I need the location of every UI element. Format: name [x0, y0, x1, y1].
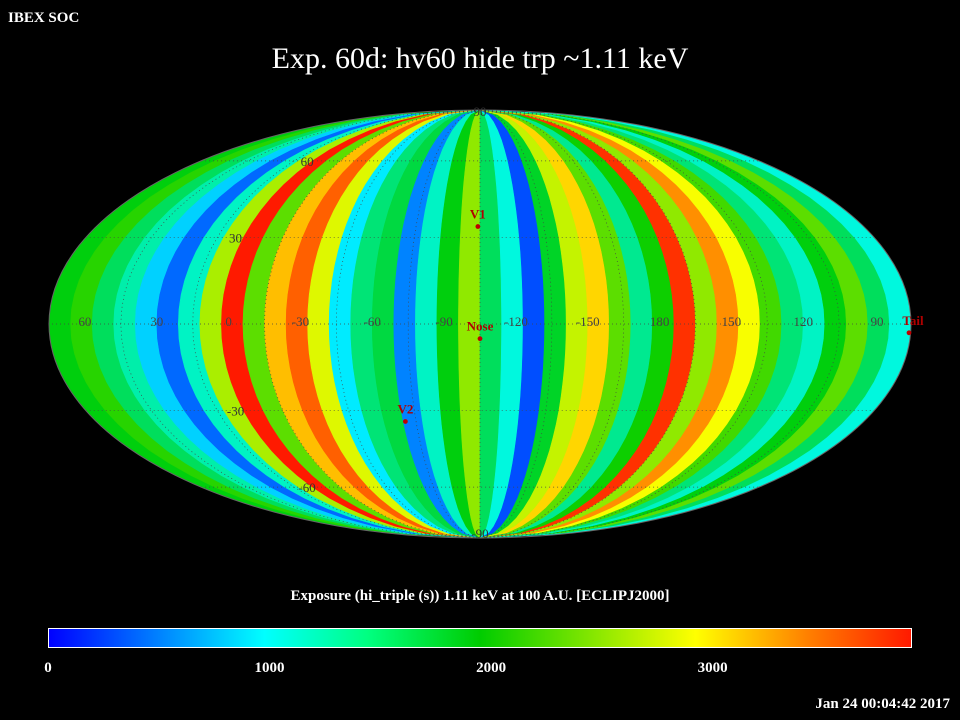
longitude-labels: 60 30 0 -30 -60 -90 -120 -150 180 150 120 90: [78, 314, 883, 329]
markers: V1 Nose V2 Tail: [397, 207, 924, 424]
longitude-label: 0: [225, 314, 232, 329]
longitude-label: 30: [150, 314, 163, 329]
marker-dot: [402, 419, 408, 424]
marker-dot: [477, 336, 483, 342]
longitude-label: -60: [364, 314, 381, 329]
latitude-labels: 90 60 30 -30 -60 -90: [227, 104, 489, 541]
longitude-label: 150: [722, 314, 742, 329]
longitude-label: 90: [871, 314, 884, 329]
exposure-strips: [49, 110, 911, 538]
timestamp: Jan 24 00:04:42 2017: [815, 696, 950, 712]
marker-dot: [906, 330, 912, 336]
meridian-line: [479, 110, 553, 538]
org-label: IBEX SOC: [8, 10, 80, 26]
meridian-line: [479, 110, 768, 538]
longitude-label: -150: [576, 314, 600, 329]
latitude-label: -90: [471, 526, 488, 541]
longitude-label: -30: [292, 314, 309, 329]
latitude-label: 60: [301, 154, 314, 169]
latitude-label: 90: [474, 104, 487, 119]
marker-label: V2: [397, 401, 413, 416]
latitude-label: -60: [298, 480, 315, 495]
marker-label: Nose: [467, 319, 494, 334]
longitude-label: -90: [435, 314, 452, 329]
meridian-line: [407, 110, 481, 538]
graticule: [52, 110, 908, 538]
colorbar: [48, 628, 912, 648]
colorbar-tick-label: 3000: [697, 660, 728, 676]
longitude-label: 60: [78, 314, 91, 329]
colorbar-caption: Exposure (hi_triple (s)) 1.11 keV at 100…: [290, 588, 670, 604]
latitude-label: 30: [229, 231, 242, 246]
longitude-label: -120: [504, 314, 528, 329]
map-title: Exp. 60d: hv60 hide trp ~1.11 keV: [271, 42, 689, 75]
marker-dot: [475, 224, 481, 229]
map-outline: [48, 109, 912, 539]
marker-label: V1: [470, 207, 486, 222]
meridian-line: [192, 110, 481, 538]
latitude-label: -30: [227, 403, 244, 418]
colorbar-tick-label: 2000: [476, 660, 507, 676]
longitude-label: 120: [794, 314, 814, 329]
colorbar-tick-label: 1000: [254, 660, 285, 676]
marker-label: Tail: [902, 313, 924, 328]
colorbar-tick-label: 0: [44, 660, 52, 676]
longitude-label: 180: [650, 314, 670, 329]
